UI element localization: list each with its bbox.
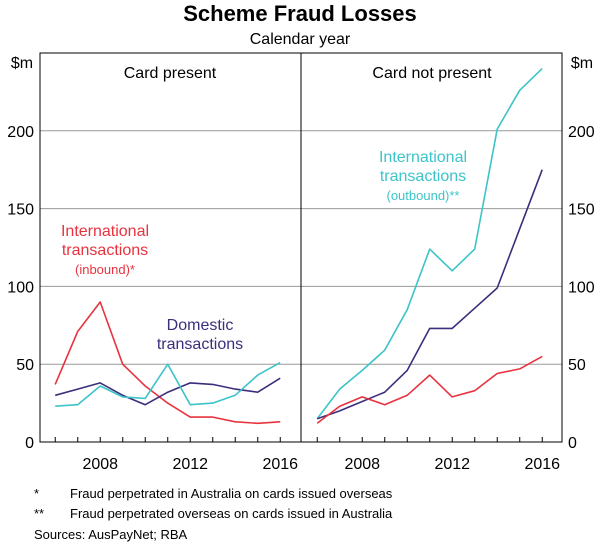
series-line	[316, 68, 543, 420]
y-unit-left: $m	[11, 55, 33, 72]
y-tick-label-right: 0	[568, 435, 577, 452]
footnote-text: Fraud perpetrated overseas on cards issu…	[70, 506, 393, 521]
series-label: Domestic	[167, 317, 234, 334]
series-line	[316, 169, 543, 420]
series-label: transactions	[380, 168, 466, 185]
panel-title: Card present	[124, 65, 217, 82]
footnote: * Fraud perpetrated in Australia on card…	[34, 484, 392, 504]
footnote-mark: *	[34, 486, 40, 501]
series-label: International	[61, 223, 149, 240]
footnote-mark: **	[34, 506, 45, 521]
labels: Card present Card not present Internationa…	[61, 65, 492, 353]
y-tick-label-right: 200	[568, 124, 595, 141]
x-tick-label: 2008	[344, 456, 380, 473]
y-tick-label-right: 100	[568, 279, 595, 296]
series-line	[55, 361, 281, 407]
series-label: transactions	[62, 242, 148, 259]
panel-title: Card not present	[372, 65, 492, 82]
y-tick-label-left: 200	[7, 124, 34, 141]
series-label: International	[379, 149, 467, 166]
chart-title: Scheme Fraud Losses	[183, 1, 417, 26]
y-tick-label-right: 50	[568, 357, 586, 374]
footnotes: * Fraud perpetrated in Australia on card…	[34, 484, 392, 524]
plot-area	[54, 68, 543, 425]
y-unit-right: $m	[571, 55, 593, 72]
series-label: transactions	[157, 336, 243, 353]
x-tick-label: 2008	[82, 456, 118, 473]
series-line	[54, 301, 281, 425]
series-label: (inbound)*	[75, 262, 135, 277]
x-tick-label: 2016	[262, 456, 298, 473]
y-tick-label-left: 50	[16, 357, 34, 374]
chart: Scheme Fraud Losses Calendar year $m $m …	[7, 1, 595, 473]
series-line	[316, 355, 543, 424]
axes: 0 0 50 50 100 100 150 150 200 200 2008 2012 2016 2008…	[7, 52, 595, 473]
x-tick-label: 2012	[434, 456, 470, 473]
y-tick-label-right: 150	[568, 202, 595, 219]
series-label: (outbound)**	[387, 188, 460, 203]
series-line	[54, 377, 281, 406]
footnote-text: Fraud perpetrated in Australia on cards …	[70, 486, 393, 501]
y-tick-label-left: 0	[25, 435, 34, 452]
source-note: Sources: AusPayNet; RBA	[34, 527, 188, 542]
footnote: ** Fraud perpetrated overseas on cards i…	[34, 504, 392, 524]
y-tick-label-left: 150	[7, 202, 34, 219]
y-tick-label-left: 100	[7, 279, 34, 296]
chart-subtitle: Calendar year	[250, 31, 351, 48]
x-tick-label: 2012	[172, 456, 208, 473]
x-tick-label: 2016	[524, 456, 560, 473]
